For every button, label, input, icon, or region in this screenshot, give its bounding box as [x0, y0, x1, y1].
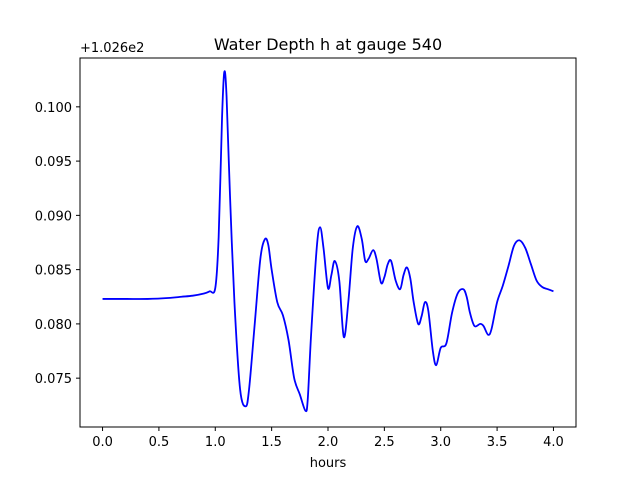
plot-area	[102, 70, 554, 413]
x-tick-label: 1.0	[205, 435, 226, 450]
y-offset-label: +1.026e2	[80, 41, 144, 56]
x-tick-label: 3.0	[430, 435, 451, 450]
x-axis: 0.0 0.5 1.0 1.5 2.0 2.5 3.0 3.5 4.0	[92, 427, 564, 450]
x-tick-label: 2.5	[374, 435, 395, 450]
x-tick-label: 2.0	[318, 435, 339, 450]
y-tick-label: 0.090	[35, 209, 72, 224]
y-tick-label: 0.095	[35, 155, 72, 170]
y-tick-label: 0.075	[35, 372, 72, 387]
x-tick-label: 1.5	[261, 435, 282, 450]
y-axis: 0.075 0.080 0.085 0.090 0.095 0.100	[35, 101, 80, 387]
series-line-0	[102, 70, 554, 413]
x-tick-label: 0.0	[92, 435, 113, 450]
x-axis-label: hours	[310, 456, 347, 471]
x-tick-label: 0.5	[149, 435, 170, 450]
y-tick-label: 0.085	[35, 264, 72, 279]
y-tick-label: 0.080	[35, 318, 72, 333]
x-tick-label: 3.5	[487, 435, 508, 450]
chart-title: Water Depth h at gauge 540	[214, 35, 442, 54]
x-tick-label: 4.0	[543, 435, 564, 450]
y-tick-label: 0.100	[35, 101, 72, 116]
